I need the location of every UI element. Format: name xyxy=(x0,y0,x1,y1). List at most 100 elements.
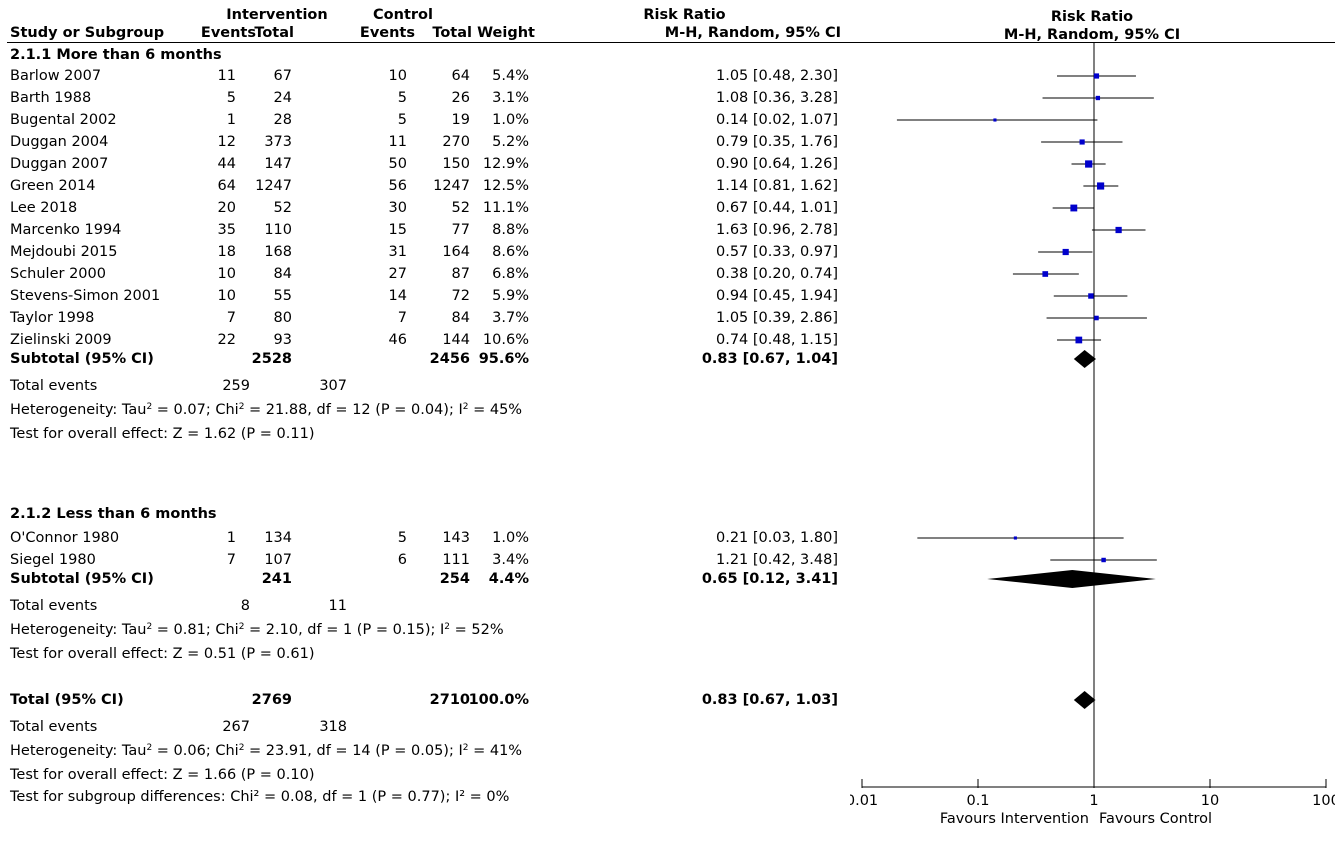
header-control: Control xyxy=(358,6,448,24)
risk-ratio-ci: 0.79 [0.35, 1.76] xyxy=(638,133,838,151)
x-tick-label: 100 xyxy=(1312,793,1335,809)
heterogeneity-part: = 0.07; Chi xyxy=(152,402,239,418)
header-intervention: Intervention xyxy=(217,6,337,24)
weight: 3.1% xyxy=(439,89,529,107)
risk-ratio-ci: 0.65 [0.12, 3.41] xyxy=(638,570,838,588)
study-marker xyxy=(1063,249,1069,255)
study-name: Green 2014 xyxy=(10,177,95,195)
study-marker xyxy=(1088,293,1093,298)
intervention-total: 134 xyxy=(212,529,292,547)
pooled-diamond xyxy=(987,570,1156,588)
heterogeneity-part: = 21.88, df = 12 (P = 0.04); I xyxy=(244,402,462,418)
subtotal-label: Subtotal (95% CI) xyxy=(10,350,154,368)
intervention-total: 107 xyxy=(212,551,292,569)
study-name: Mejdoubi 2015 xyxy=(10,243,117,261)
weight: 6.8% xyxy=(439,265,529,283)
heterogeneity-part: = 0.81; Chi xyxy=(152,622,239,638)
heterogeneity-1: Heterogeneity: Tau2 = 0.07; Chi2 = 21.88… xyxy=(10,401,522,419)
intervention-total: 52 xyxy=(212,199,292,217)
pooled-diamond xyxy=(1074,691,1096,709)
risk-ratio-ci: 0.57 [0.33, 0.97] xyxy=(638,243,838,261)
weight: 4.4% xyxy=(439,570,529,588)
intervention-total: 2528 xyxy=(212,350,292,368)
study-name: Stevens-Simon 2001 xyxy=(10,287,160,305)
plot-subtitle: M-H, Random, 95% CI xyxy=(1004,27,1180,43)
x-tick-label: 0.1 xyxy=(966,793,989,809)
weight: 12.5% xyxy=(439,177,529,195)
heterogeneity-part: = 23.91, df = 14 (P = 0.05); I xyxy=(244,743,462,759)
subgroup-differences-test: Test for subgroup differences: Chi² = 0.… xyxy=(10,788,509,806)
total-events-control: 11 xyxy=(267,597,347,615)
weight: 3.7% xyxy=(439,309,529,327)
intervention-total: 241 xyxy=(212,570,292,588)
risk-ratio-ci: 1.05 [0.48, 2.30] xyxy=(638,67,838,85)
weight: 95.6% xyxy=(439,350,529,368)
overall-effect-total: Test for overall effect: Z = 1.66 (P = 0… xyxy=(10,766,315,784)
study-name: Taylor 1998 xyxy=(10,309,94,327)
intervention-total: 24 xyxy=(212,89,292,107)
intervention-total: 147 xyxy=(212,155,292,173)
intervention-total: 110 xyxy=(212,221,292,239)
study-marker xyxy=(1070,205,1077,212)
heterogeneity-part: = 0.06; Chi xyxy=(152,743,239,759)
study-marker xyxy=(1097,182,1104,189)
total-events-intervention: 267 xyxy=(170,718,250,736)
intervention-total: 80 xyxy=(212,309,292,327)
intervention-total: 93 xyxy=(212,331,292,349)
total-events-label: Total events xyxy=(10,597,97,615)
subtotal-label: Subtotal (95% CI) xyxy=(10,570,154,588)
study-name: Lee 2018 xyxy=(10,199,77,217)
weight: 3.4% xyxy=(439,551,529,569)
heterogeneity-2: Heterogeneity: Tau2 = 0.81; Chi2 = 2.10,… xyxy=(10,621,504,639)
intervention-total: 84 xyxy=(212,265,292,283)
study-marker xyxy=(1096,96,1100,100)
header-study: Study or Subgroup xyxy=(10,24,164,42)
intervention-total: 67 xyxy=(212,67,292,85)
total-events-control: 318 xyxy=(267,718,347,736)
risk-ratio-ci: 0.14 [0.02, 1.07] xyxy=(638,111,838,129)
study-marker xyxy=(1094,316,1099,321)
header-rr-method: M-H, Random, 95% CI xyxy=(561,24,841,42)
study-marker xyxy=(1042,271,1048,277)
intervention-total: 55 xyxy=(212,287,292,305)
heterogeneity-part: Heterogeneity: Tau xyxy=(10,402,146,418)
risk-ratio-ci: 0.38 [0.20, 0.74] xyxy=(638,265,838,283)
risk-ratio-ci: 1.14 [0.81, 1.62] xyxy=(638,177,838,195)
study-name: Marcenko 1994 xyxy=(10,221,121,239)
study-name: Bugental 2002 xyxy=(10,111,117,129)
risk-ratio-ci: 1.63 [0.96, 2.78] xyxy=(638,221,838,239)
header-intervention-total: Total xyxy=(214,24,294,42)
weight: 11.1% xyxy=(439,199,529,217)
forest-plot: Risk Ratio M-H, Random, 95% CI 0.01 0.1 1 10 1… xyxy=(850,0,1335,855)
study-marker xyxy=(1094,73,1099,78)
study-name: Siegel 1980 xyxy=(10,551,96,569)
weight: 1.0% xyxy=(439,111,529,129)
subtotal-label: Total (95% CI) xyxy=(10,691,124,709)
study-name: O'Connor 1980 xyxy=(10,529,119,547)
plot-title: Risk Ratio xyxy=(1051,9,1133,25)
overall-effect-1: Test for overall effect: Z = 1.62 (P = 0… xyxy=(10,425,315,443)
weight: 5.4% xyxy=(439,67,529,85)
weight: 8.6% xyxy=(439,243,529,261)
total-events-control: 307 xyxy=(267,377,347,395)
subgroup-title: 2.1.1 More than 6 months xyxy=(10,46,222,64)
risk-ratio-ci: 1.05 [0.39, 2.86] xyxy=(638,309,838,327)
intervention-total: 2769 xyxy=(212,691,292,709)
weight: 8.8% xyxy=(439,221,529,239)
study-name: Schuler 2000 xyxy=(10,265,106,283)
x-tick-label: 1 xyxy=(1089,793,1098,809)
weight: 12.9% xyxy=(439,155,529,173)
forest-table: Intervention Control Risk Ratio Study or Su… xyxy=(0,0,850,855)
study-marker xyxy=(1101,558,1105,562)
study-name: Barlow 2007 xyxy=(10,67,101,85)
total-events-intervention: 8 xyxy=(170,597,250,615)
heterogeneity-part: Heterogeneity: Tau xyxy=(10,743,146,759)
weight: 5.9% xyxy=(439,287,529,305)
total-events-label: Total events xyxy=(10,718,97,736)
risk-ratio-ci: 1.08 [0.36, 3.28] xyxy=(638,89,838,107)
study-marker xyxy=(1080,139,1085,144)
x-tick-label: 10 xyxy=(1201,793,1219,809)
header-weight: Weight xyxy=(455,24,535,42)
study-marker xyxy=(1075,337,1082,344)
study-marker xyxy=(993,118,996,121)
